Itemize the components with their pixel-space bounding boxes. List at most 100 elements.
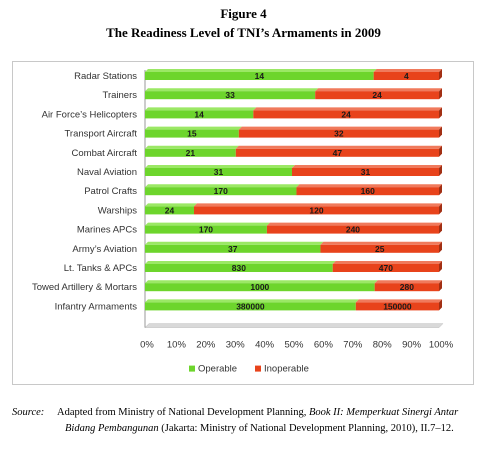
bar-operable	[145, 244, 321, 253]
x-tick-label: 70%	[343, 340, 363, 351]
data-label-inoperable: 24	[372, 90, 382, 100]
bar-top-operable	[145, 165, 295, 168]
data-label-inoperable: 24	[341, 109, 351, 119]
bar-operable	[145, 283, 375, 292]
bar-top-inoperable	[292, 165, 442, 168]
x-tick-label: 50%	[284, 340, 304, 351]
x-tick-label: 40%	[255, 340, 275, 351]
data-label-operable: 24	[165, 205, 175, 215]
category-label: Naval Aviation	[77, 167, 137, 178]
bar-top-operable	[145, 280, 378, 284]
bar-top-operable	[145, 203, 197, 207]
bar-inoperable	[332, 264, 439, 272]
legend-label-inoperable: Inoperable	[264, 364, 309, 375]
bar-top-inoperable	[238, 126, 442, 130]
bar-inoperable	[320, 244, 439, 253]
data-label-operable: 14	[255, 71, 265, 81]
data-label-inoperable: 4	[404, 71, 409, 81]
bar-top-inoperable	[320, 241, 442, 245]
bar-side-inoperable	[439, 69, 442, 80]
data-label-inoperable: 31	[361, 167, 371, 177]
data-label-operable: 31	[214, 167, 224, 177]
x-tick-label: 0%	[140, 340, 154, 351]
bar-inoperable	[266, 225, 439, 234]
data-label-operable: 21	[186, 148, 196, 158]
bar-inoperable	[292, 168, 439, 176]
data-label-operable: 15	[187, 129, 197, 139]
bar-top-operable	[145, 184, 300, 188]
category-label: Warships	[98, 205, 137, 216]
plot-floor	[144, 323, 444, 328]
source-note: Source: Adapted from Ministry of Nationa…	[12, 405, 478, 437]
bar-inoperable	[296, 187, 439, 196]
data-label-inoperable: 32	[334, 129, 344, 139]
data-label-operable: 170	[199, 225, 213, 235]
stacked-bar-chart: Radar Stations 14 4 Trainers 33 24 Air Force’s…	[32, 69, 454, 375]
data-label-inoperable: 120	[309, 205, 323, 215]
figure-title: The Readiness Level of TNI’s Armaments i…	[106, 25, 381, 40]
bar-side-inoperable	[439, 165, 442, 176]
bar-top-operable	[145, 126, 242, 130]
bar-top-operable	[145, 241, 324, 245]
bar-side-inoperable	[439, 203, 442, 215]
bar-top-operable	[145, 145, 239, 149]
category-label: Radar Stations	[74, 71, 137, 82]
category-label: Infantry Armaments	[55, 301, 138, 312]
bar-operable	[145, 264, 333, 272]
bar-top-inoperable	[235, 145, 442, 149]
data-label-inoperable: 47	[333, 148, 343, 158]
x-tick-label: 90%	[402, 340, 422, 351]
source-text-after: (Jakarta: Ministry of National Developme…	[158, 423, 454, 434]
bar-top-inoperable	[194, 203, 442, 207]
bar-top-inoperable	[374, 280, 442, 284]
bar-top-inoperable	[315, 88, 442, 92]
category-label: Marines APCs	[77, 225, 137, 236]
data-label-inoperable: 25	[375, 244, 385, 254]
bar-top-operable	[145, 222, 270, 226]
bar-operable	[145, 225, 267, 234]
category-label: Lt. Tanks & APCs	[64, 263, 137, 274]
bar-side-inoperable	[439, 241, 442, 253]
data-label-operable: 14	[194, 109, 204, 119]
bar-top-inoperable	[253, 107, 442, 111]
bar-side-inoperable	[439, 88, 442, 100]
data-label-inoperable: 240	[346, 225, 360, 235]
bar-top-inoperable	[296, 184, 442, 188]
bar-inoperable	[373, 72, 439, 80]
bar-operable	[145, 187, 297, 196]
data-label-operable: 37	[228, 244, 238, 254]
source-text-before: Adapted from Ministry of National Develo…	[57, 407, 309, 418]
chart-container: Radar Stations 14 4 Trainers 33 24 Air Force’s…	[12, 61, 474, 385]
bar-inoperable	[194, 206, 439, 215]
legend-label-operable: Operable	[198, 364, 237, 375]
bar-top-operable	[145, 261, 336, 264]
category-label: Army’s Aviation	[72, 244, 137, 255]
data-label-operable: 380000	[236, 301, 265, 311]
bar-inoperable	[355, 302, 439, 311]
bar-operable	[145, 110, 254, 119]
x-tick-label: 60%	[314, 340, 334, 351]
bar-operable	[145, 168, 292, 176]
category-label: Patrol Crafts	[84, 186, 137, 197]
bar-operable	[145, 206, 194, 215]
bar-inoperable	[238, 129, 439, 138]
bar-side-inoperable	[439, 126, 442, 138]
data-label-operable: 170	[214, 186, 228, 196]
bar-side-inoperable	[439, 299, 442, 311]
bar-top-operable	[145, 299, 359, 303]
bar-operable	[145, 91, 316, 100]
category-label: Towed Artillery & Mortars	[32, 282, 137, 293]
data-label-inoperable: 280	[400, 282, 414, 292]
x-tick-label: 20%	[196, 340, 216, 351]
data-label-operable: 830	[232, 263, 246, 273]
bar-top-inoperable	[373, 69, 442, 72]
source-label: Source:	[12, 407, 45, 418]
data-label-inoperable: 150000	[383, 301, 412, 311]
bar-side-inoperable	[439, 145, 442, 157]
bar-side-inoperable	[439, 222, 442, 234]
x-tick-label: 80%	[373, 340, 393, 351]
bar-side-inoperable	[439, 184, 442, 196]
data-label-operable: 33	[225, 90, 235, 100]
bar-side-inoperable	[439, 261, 442, 272]
source-book-title: Book II: Memperkuat Sinergi Antar Bidang…	[65, 407, 459, 434]
